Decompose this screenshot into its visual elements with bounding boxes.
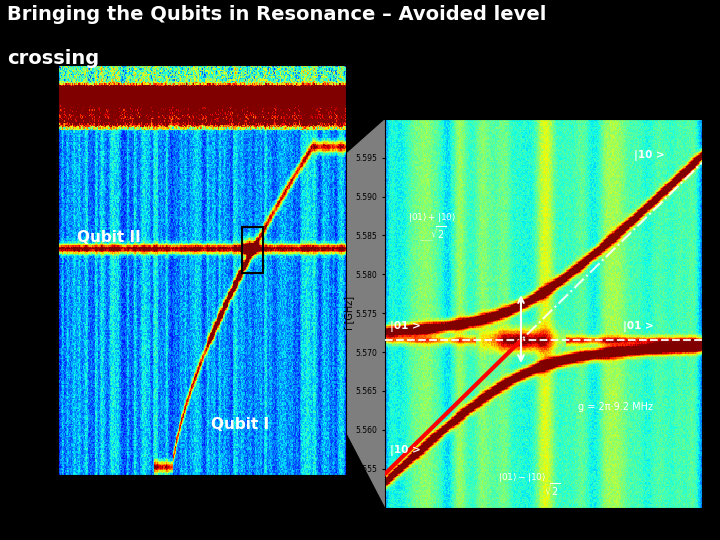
Y-axis label: f [GHz]: f [GHz]	[16, 248, 30, 292]
Text: |01 >: |01 >	[623, 321, 654, 332]
X-axis label: $V_{flux}$ [V]: $V_{flux}$ [V]	[524, 538, 563, 540]
Text: Qubit I: Qubit I	[211, 417, 269, 432]
Text: $\sqrt{2}$: $\sqrt{2}$	[431, 225, 447, 241]
X-axis label: fluxline I current (a.u.): fluxline I current (a.u.)	[132, 500, 271, 513]
Text: Qubit II: Qubit II	[77, 230, 140, 245]
Text: Bringing the Qubits in Resonance – Avoided level: Bringing the Qubits in Resonance – Avoid…	[7, 5, 546, 24]
Text: |10 >: |10 >	[390, 445, 420, 456]
Text: _____: _____	[419, 236, 433, 241]
Y-axis label: f [GHz]: f [GHz]	[344, 296, 354, 330]
Text: $|01\rangle+|10\rangle$: $|01\rangle+|10\rangle$	[408, 211, 456, 224]
Text: crossing: crossing	[7, 49, 99, 68]
Bar	[242, 227, 263, 273]
Text: |01 >: |01 >	[390, 321, 420, 332]
Text: $\sqrt{2}$: $\sqrt{2}$	[544, 481, 560, 498]
Text: g = 2π·9.2 MHz: g = 2π·9.2 MHz	[577, 402, 652, 413]
Text: $|01\rangle-|10\rangle$: $|01\rangle-|10\rangle$	[498, 471, 546, 484]
Text: |10 >: |10 >	[634, 150, 665, 161]
